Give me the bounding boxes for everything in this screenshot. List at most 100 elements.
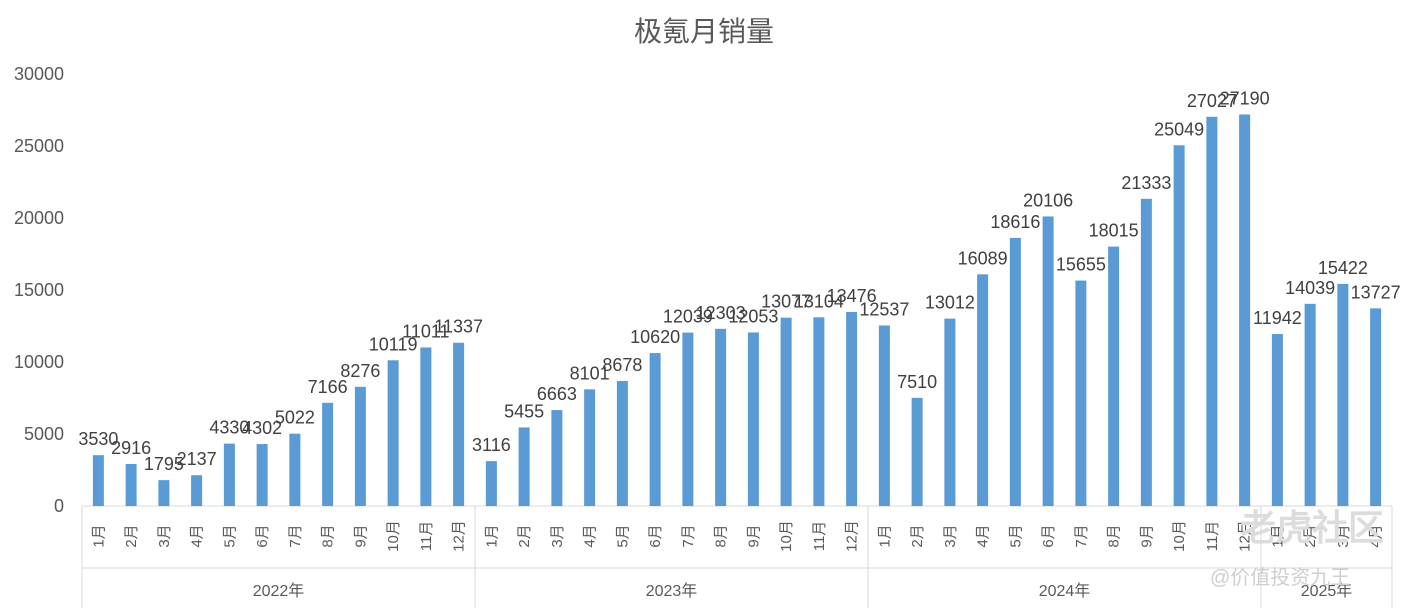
data-label: 1795 — [144, 454, 184, 474]
bar — [1140, 198, 1152, 506]
month-tick-label: 8月 — [320, 524, 337, 547]
y-tick-label: 25000 — [14, 136, 64, 156]
month-tick-label: 4月 — [1368, 524, 1385, 547]
data-label: 21333 — [1121, 173, 1171, 193]
month-tick-label: 11月 — [811, 521, 828, 552]
data-label: 16089 — [958, 248, 1008, 268]
bar — [1075, 280, 1087, 506]
month-tick-label: 1月 — [876, 524, 893, 547]
month-tick-label: 12月 — [844, 520, 861, 552]
watermark-author-text: @价值投资九王 — [1210, 566, 1350, 589]
data-label: 13104 — [794, 291, 844, 311]
data-label: 5022 — [275, 408, 315, 428]
bar — [453, 342, 465, 506]
data-label: 10119 — [369, 334, 418, 354]
data-label: 12053 — [728, 306, 778, 326]
data-label: 18015 — [1089, 221, 1139, 241]
bar — [387, 360, 399, 506]
month-tick-label: 4月 — [582, 524, 599, 547]
bar — [944, 318, 956, 506]
month-tick-label: 5月 — [221, 524, 238, 547]
data-label: 13476 — [827, 286, 877, 306]
bar — [846, 311, 858, 506]
month-tick-label: 7月 — [680, 524, 697, 547]
bar — [92, 455, 104, 506]
month-tick-label: 10月 — [1171, 520, 1188, 552]
month-tick-label: 12月 — [1237, 520, 1254, 552]
data-label: 27190 — [1220, 88, 1270, 108]
bar — [1370, 308, 1382, 506]
month-tick-label: 10月 — [385, 520, 402, 552]
month-tick-label: 9月 — [1138, 524, 1155, 547]
bar — [289, 433, 301, 506]
month-tick-label: 1月 — [90, 524, 107, 547]
month-tick-label: 5月 — [614, 524, 631, 547]
bar — [813, 317, 825, 506]
bar — [1042, 216, 1054, 506]
bar — [911, 397, 923, 506]
month-tick-label: 9月 — [745, 524, 762, 547]
month-tick-label: 12月 — [451, 520, 468, 552]
month-tick-label: 3月 — [942, 524, 959, 547]
data-label: 27027 — [1187, 91, 1237, 111]
bar — [256, 444, 268, 506]
month-tick-label: 10月 — [778, 520, 795, 552]
data-label: 10620 — [630, 327, 680, 347]
bar — [158, 480, 170, 506]
data-label: 25049 — [1154, 119, 1204, 139]
month-tick-label: 11月 — [418, 521, 435, 552]
bar — [1108, 246, 1120, 507]
bar — [322, 402, 334, 506]
bar — [485, 461, 497, 506]
data-label: 4302 — [242, 418, 282, 438]
month-tick-label: 1月 — [483, 524, 500, 547]
y-tick-label: 5000 — [24, 424, 64, 444]
bar — [125, 464, 137, 506]
data-label: 3530 — [78, 429, 118, 449]
month-tick-label: 6月 — [1040, 524, 1057, 547]
data-label: 7166 — [308, 377, 348, 397]
data-label: 11011 — [402, 321, 449, 341]
data-label: 12303 — [696, 303, 746, 323]
data-label: 20106 — [1023, 190, 1073, 210]
y-tick-label: 15000 — [14, 280, 64, 300]
bar — [715, 328, 727, 506]
data-label: 15422 — [1318, 258, 1368, 278]
data-label: 8678 — [602, 355, 642, 375]
month-tick-label: 6月 — [254, 524, 271, 547]
data-label: 13727 — [1351, 282, 1401, 302]
bar — [1337, 283, 1349, 506]
bar — [878, 325, 890, 506]
bar — [1009, 237, 1021, 506]
bar — [780, 317, 792, 506]
data-label: 8276 — [340, 361, 380, 381]
month-tick-label: 2月 — [516, 524, 533, 547]
bar — [1271, 334, 1283, 506]
data-label: 13077 — [761, 292, 811, 312]
bar — [682, 332, 694, 506]
data-label: 11337 — [434, 317, 483, 337]
data-label: 7510 — [897, 372, 937, 392]
month-tick-label: 2月 — [1302, 524, 1319, 547]
data-label: 15655 — [1056, 255, 1106, 275]
bar — [354, 386, 366, 506]
month-tick-label: 9月 — [352, 524, 369, 547]
bar — [649, 353, 661, 506]
bar — [747, 332, 759, 506]
bar — [518, 427, 530, 506]
data-label: 11942 — [1253, 308, 1302, 328]
chart-title: 极氪月销量 — [633, 15, 774, 48]
data-label: 8101 — [570, 363, 610, 383]
data-label: 4330 — [209, 418, 249, 438]
y-tick-label: 10000 — [14, 352, 64, 372]
data-label: 13012 — [925, 293, 975, 313]
month-tick-label: 3月 — [156, 524, 173, 547]
month-tick-label: 7月 — [1073, 524, 1090, 547]
y-tick-label: 20000 — [14, 208, 64, 228]
bar — [420, 347, 432, 506]
bar — [977, 274, 989, 506]
year-group-label: 2023年 — [646, 582, 698, 600]
y-tick-label: 0 — [54, 496, 64, 516]
